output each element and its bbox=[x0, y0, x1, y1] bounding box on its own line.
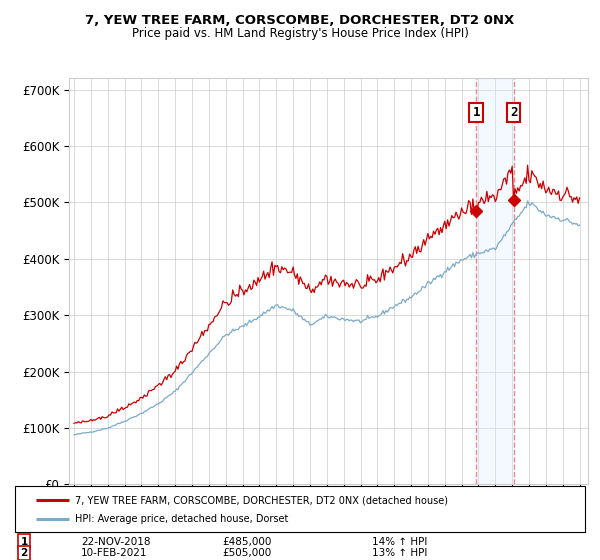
Text: £485,000: £485,000 bbox=[222, 536, 271, 547]
Text: 2: 2 bbox=[20, 548, 28, 558]
Text: 7, YEW TREE FARM, CORSCOMBE, DORCHESTER, DT2 0NX: 7, YEW TREE FARM, CORSCOMBE, DORCHESTER,… bbox=[85, 14, 515, 27]
Text: 22-NOV-2018: 22-NOV-2018 bbox=[81, 536, 151, 547]
Text: 1: 1 bbox=[20, 536, 28, 547]
Bar bbox=[476, 78, 514, 484]
Text: HPI: Average price, detached house, Dorset: HPI: Average price, detached house, Dors… bbox=[75, 514, 289, 524]
Text: 2: 2 bbox=[510, 106, 517, 119]
Text: 7, YEW TREE FARM, CORSCOMBE, DORCHESTER, DT2 0NX (detached house): 7, YEW TREE FARM, CORSCOMBE, DORCHESTER,… bbox=[75, 495, 448, 505]
Text: 10-FEB-2021: 10-FEB-2021 bbox=[81, 548, 148, 558]
Text: Price paid vs. HM Land Registry's House Price Index (HPI): Price paid vs. HM Land Registry's House … bbox=[131, 27, 469, 40]
Text: 1: 1 bbox=[473, 106, 480, 119]
Text: 13% ↑ HPI: 13% ↑ HPI bbox=[372, 548, 427, 558]
Text: £505,000: £505,000 bbox=[222, 548, 271, 558]
Text: 14% ↑ HPI: 14% ↑ HPI bbox=[372, 536, 427, 547]
